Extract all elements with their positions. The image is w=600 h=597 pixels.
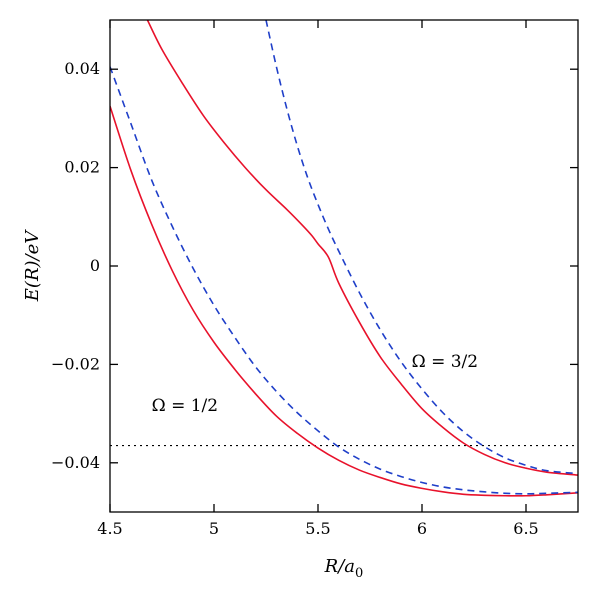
x-axis-label-base: R/a [324,556,355,577]
y-tick-label: −0.04 [51,453,100,472]
x-axis-ticks: 4.5 5 5.5 6 6.5 [97,20,539,538]
y-tick-label: −0.02 [51,354,100,373]
annotations: Ω = 1/2 Ω = 3/2 [152,352,479,416]
x-tick-label: 6.5 [513,519,538,538]
y-tick-label: 0.02 [64,158,100,177]
y-axis-label: E(R)/eV [22,229,43,302]
x-axis-label-sub: 0 [355,566,363,581]
plot-frame [109,19,579,513]
x-tick-label: 4.5 [97,519,122,538]
x-tick-label: 5 [209,519,219,538]
annotation-omega-half: Ω = 1/2 [152,396,219,416]
y-tick-label: 0.04 [64,59,100,78]
series-line-3-solid [146,20,578,476]
series-line-4-dashed [265,20,578,475]
y-tick-label: 0 [90,256,100,275]
series-line-2-dashed [110,66,578,495]
x-tick-label: 6 [417,519,427,538]
x-axis-label: R/a0 [324,556,364,581]
series-line-1-solid [110,105,578,497]
series-layer [110,20,578,497]
annotation-omega-three-halves: Ω = 3/2 [412,352,479,372]
x-tick-label: 5.5 [305,519,330,538]
y-axis-ticks: −0.04 −0.02 0 0.02 0.04 [51,59,578,472]
